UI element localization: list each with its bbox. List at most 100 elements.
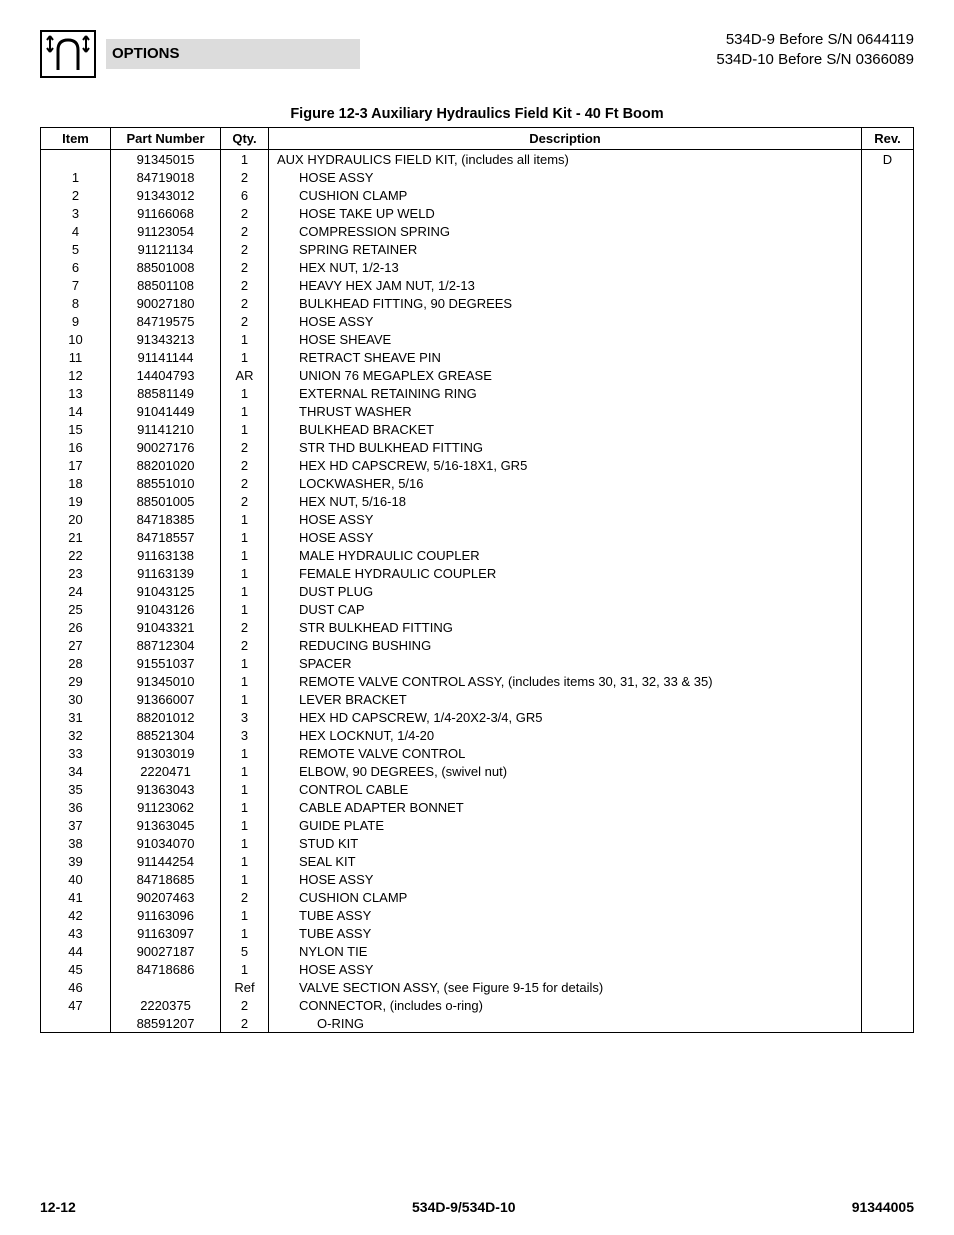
- cell-desc: STR THD BULKHEAD FITTING: [269, 438, 862, 456]
- cell-desc: LOCKWASHER, 5/16: [269, 474, 862, 492]
- cell-desc: EXTERNAL RETAINING RING: [269, 384, 862, 402]
- cell-desc: AUX HYDRAULICS FIELD KIT, (includes all …: [269, 150, 862, 169]
- cell-rev: [862, 888, 914, 906]
- cell-item: 39: [41, 852, 111, 870]
- right-header: 534D-9 Before S/N 0644119 534D-10 Before…: [716, 30, 914, 71]
- table-row: 9847195752HOSE ASSY: [41, 312, 914, 330]
- cell-item: 43: [41, 924, 111, 942]
- cell-item: 4: [41, 222, 111, 240]
- table-row: 36911230621CABLE ADAPTER BONNET: [41, 798, 914, 816]
- cell-desc: REMOTE VALVE CONTROL ASSY, (includes ite…: [269, 672, 862, 690]
- cell-desc: HOSE ASSY: [269, 312, 862, 330]
- cell-item: 29: [41, 672, 111, 690]
- figure-title: Figure 12-3 Auxiliary Hydraulics Field K…: [40, 106, 914, 122]
- cell-rev: [862, 204, 914, 222]
- cell-part: 91345015: [111, 150, 221, 169]
- cell-qty: 1: [221, 420, 269, 438]
- cell-desc: HOSE ASSY: [269, 960, 862, 978]
- cell-part: [111, 978, 221, 996]
- cell-qty: 5: [221, 942, 269, 960]
- model-line-1: 534D-9 Before S/N 0644119: [716, 30, 914, 50]
- cell-part: 88201012: [111, 708, 221, 726]
- cell-rev: [862, 402, 914, 420]
- cell-qty: 1: [221, 402, 269, 420]
- cell-item: 17: [41, 456, 111, 474]
- cell-qty: 1: [221, 924, 269, 942]
- cell-item: 12: [41, 366, 111, 384]
- cell-qty: 1: [221, 654, 269, 672]
- table-row: 18885510102LOCKWASHER, 5/16: [41, 474, 914, 492]
- cell-rev: [862, 924, 914, 942]
- cell-rev: D: [862, 150, 914, 169]
- cell-part: 90027180: [111, 294, 221, 312]
- cell-item: 34: [41, 762, 111, 780]
- cell-qty: 1: [221, 510, 269, 528]
- cell-desc: UNION 76 MEGAPLEX GREASE: [269, 366, 862, 384]
- cell-part: 91034070: [111, 834, 221, 852]
- cell-desc: CUSHION CLAMP: [269, 888, 862, 906]
- page-header: OPTIONS 534D-9 Before S/N 0644119 534D-1…: [40, 30, 914, 78]
- table-row: 1847190182HOSE ASSY: [41, 168, 914, 186]
- cell-qty: 2: [221, 618, 269, 636]
- cell-item: 27: [41, 636, 111, 654]
- cell-part: 90207463: [111, 888, 221, 906]
- table-row: 39911442541SEAL KIT: [41, 852, 914, 870]
- cell-part: 91343012: [111, 186, 221, 204]
- table-row: 13885811491EXTERNAL RETAINING RING: [41, 384, 914, 402]
- cell-qty: 1: [221, 528, 269, 546]
- cell-item: 13: [41, 384, 111, 402]
- cell-qty: 1: [221, 744, 269, 762]
- cell-part: 14404793: [111, 366, 221, 384]
- cell-rev: [862, 456, 914, 474]
- cell-rev: [862, 978, 914, 996]
- cell-item: 19: [41, 492, 111, 510]
- footer-right: 91344005: [852, 1199, 914, 1215]
- cell-part: 91166068: [111, 204, 221, 222]
- cell-rev: [862, 690, 914, 708]
- cell-part: 91043126: [111, 600, 221, 618]
- cell-desc: HEX LOCKNUT, 1/4-20: [269, 726, 862, 744]
- cell-rev: [862, 438, 914, 456]
- cell-qty: 2: [221, 456, 269, 474]
- cell-item: 11: [41, 348, 111, 366]
- cell-item: 40: [41, 870, 111, 888]
- cell-item: 28: [41, 654, 111, 672]
- table-row: 17882010202HEX HD CAPSCREW, 5/16-18X1, G…: [41, 456, 914, 474]
- cell-part: 91043125: [111, 582, 221, 600]
- cell-qty: 1: [221, 564, 269, 582]
- cell-desc: DUST PLUG: [269, 582, 862, 600]
- cell-desc: THRUST WASHER: [269, 402, 862, 420]
- cell-part: 91123062: [111, 798, 221, 816]
- cell-part: 91163138: [111, 546, 221, 564]
- cell-item: 6: [41, 258, 111, 276]
- cell-desc: COMPRESSION SPRING: [269, 222, 862, 240]
- cell-desc: SEAL KIT: [269, 852, 862, 870]
- cell-item: 16: [41, 438, 111, 456]
- cell-desc: CUSHION CLAMP: [269, 186, 862, 204]
- cell-qty: 1: [221, 798, 269, 816]
- cell-qty: 1: [221, 546, 269, 564]
- table-row: 885912072O-RING: [41, 1014, 914, 1033]
- cell-qty: 2: [221, 276, 269, 294]
- cell-item: 31: [41, 708, 111, 726]
- table-row: 913450151AUX HYDRAULICS FIELD KIT, (incl…: [41, 150, 914, 169]
- table-row: 37913630451GUIDE PLATE: [41, 816, 914, 834]
- cell-qty: 1: [221, 852, 269, 870]
- cell-rev: [862, 384, 914, 402]
- table-row: 28915510371SPACER: [41, 654, 914, 672]
- cell-part: 91121134: [111, 240, 221, 258]
- cell-rev: [862, 492, 914, 510]
- table-header-row: Item Part Number Qty. Description Rev.: [41, 128, 914, 150]
- table-row: 24910431251DUST PLUG: [41, 582, 914, 600]
- table-row: 46RefVALVE SECTION ASSY, (see Figure 9-1…: [41, 978, 914, 996]
- cell-rev: [862, 420, 914, 438]
- cell-item: 20: [41, 510, 111, 528]
- cell-desc: REMOTE VALVE CONTROL: [269, 744, 862, 762]
- cell-item: 23: [41, 564, 111, 582]
- cell-desc: DUST CAP: [269, 600, 862, 618]
- cell-qty: 1: [221, 582, 269, 600]
- cell-desc: HOSE ASSY: [269, 168, 862, 186]
- cell-qty: 2: [221, 474, 269, 492]
- cell-item: 7: [41, 276, 111, 294]
- cell-qty: 3: [221, 726, 269, 744]
